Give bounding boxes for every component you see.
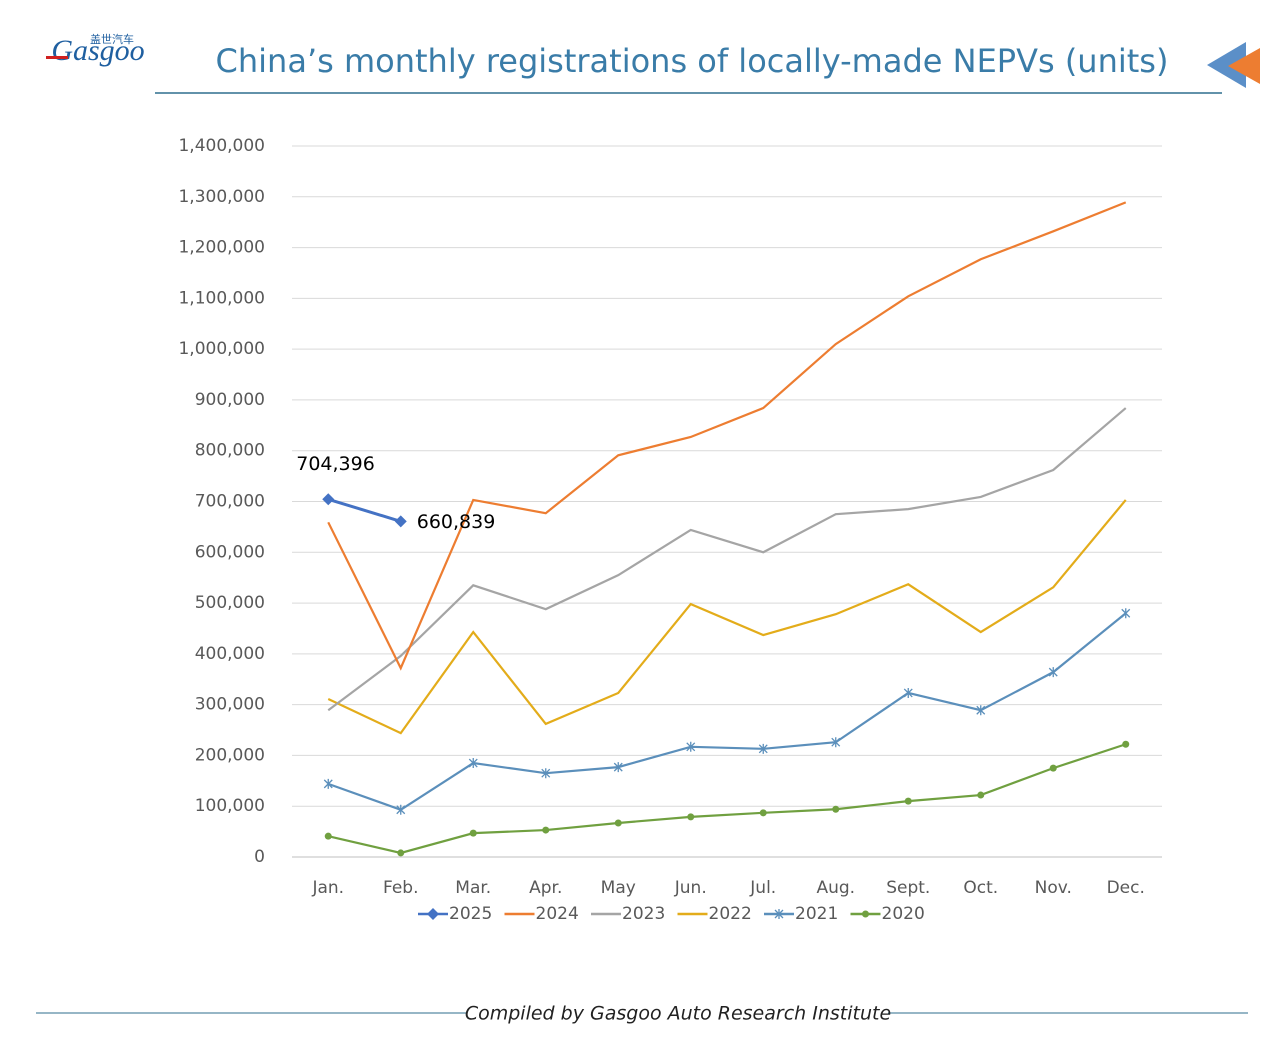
marker xyxy=(904,797,912,805)
x-tick-label: Mar. xyxy=(455,878,491,898)
series-line xyxy=(327,497,402,523)
y-tick-label: 400,000 xyxy=(195,644,265,664)
marker xyxy=(832,805,840,813)
x-tick-label: Nov. xyxy=(1035,878,1072,898)
marker xyxy=(469,829,477,837)
x-tick-label: May xyxy=(601,878,636,898)
data-label: 704,396 xyxy=(296,453,375,475)
chart-title: China’s monthly registrations of locally… xyxy=(216,42,1169,80)
series-line xyxy=(327,499,1127,735)
data-label: 660,839 xyxy=(417,511,496,533)
y-tick-label: 700,000 xyxy=(195,492,265,512)
marker xyxy=(323,778,333,789)
marker xyxy=(686,741,696,752)
x-tick-label: Aug. xyxy=(816,878,855,898)
marker xyxy=(324,832,332,840)
marker xyxy=(1121,608,1131,619)
y-tick-label: 1,300,000 xyxy=(178,187,265,207)
marker xyxy=(541,768,551,779)
logo: Gasgoo xyxy=(51,34,144,67)
y-tick-label: 900,000 xyxy=(195,390,265,410)
marker xyxy=(322,493,335,506)
legend-label: 2020 xyxy=(882,904,925,924)
x-tick-label: Feb. xyxy=(383,878,419,898)
y-tick-label: 1,400,000 xyxy=(178,136,265,156)
marker xyxy=(862,910,869,918)
y-tick-label: 800,000 xyxy=(195,441,265,461)
legend-label: 2024 xyxy=(536,904,579,924)
marker xyxy=(774,909,784,919)
y-tick-label: 100,000 xyxy=(195,796,265,816)
marker xyxy=(903,687,913,698)
marker xyxy=(831,737,841,748)
marker xyxy=(977,791,985,799)
y-tick-label: 600,000 xyxy=(195,542,265,562)
legend-label: 2025 xyxy=(449,904,492,924)
y-tick-label: 200,000 xyxy=(195,745,265,765)
marker xyxy=(613,762,623,773)
series-line xyxy=(327,201,1127,671)
series-line xyxy=(328,743,1127,855)
marker xyxy=(1122,740,1130,748)
legend-label: 2023 xyxy=(622,904,665,924)
marker xyxy=(1049,764,1057,772)
marker xyxy=(397,849,405,857)
marker xyxy=(1048,667,1058,678)
y-tick-label: 0 xyxy=(254,847,265,867)
x-tick-label: Sept. xyxy=(886,878,930,898)
y-tick-label: 1,200,000 xyxy=(178,238,265,258)
marker xyxy=(687,813,695,821)
y-tick-label: 300,000 xyxy=(195,695,265,715)
logo-stripe xyxy=(46,56,68,59)
x-tick-label: Dec. xyxy=(1107,878,1145,898)
decor-triangle xyxy=(1228,48,1260,84)
y-tick-label: 1,000,000 xyxy=(178,339,265,359)
decor-triangle xyxy=(1207,42,1246,88)
marker xyxy=(976,705,986,716)
y-tick-label: 500,000 xyxy=(195,593,265,613)
marker xyxy=(758,743,768,754)
legend-label: 2022 xyxy=(709,904,752,924)
footer-text: Compiled by Gasgoo Auto Research Institu… xyxy=(465,1003,891,1025)
series-line xyxy=(327,612,1127,811)
marker xyxy=(468,758,478,769)
x-tick-label: Jan. xyxy=(311,878,344,898)
x-tick-label: Jul. xyxy=(749,878,776,898)
series-line xyxy=(327,407,1127,712)
x-tick-label: Oct. xyxy=(963,878,998,898)
legend-label: 2021 xyxy=(795,904,838,924)
marker xyxy=(394,515,407,528)
y-tick-label: 1,100,000 xyxy=(178,288,265,308)
logo-cn: 盖世汽车 xyxy=(90,32,134,46)
marker xyxy=(396,804,406,815)
marker xyxy=(759,809,767,817)
x-tick-label: Jun. xyxy=(674,878,707,898)
marker xyxy=(542,826,550,834)
marker xyxy=(614,819,622,827)
x-tick-label: Apr. xyxy=(529,878,562,898)
marker xyxy=(427,908,439,920)
